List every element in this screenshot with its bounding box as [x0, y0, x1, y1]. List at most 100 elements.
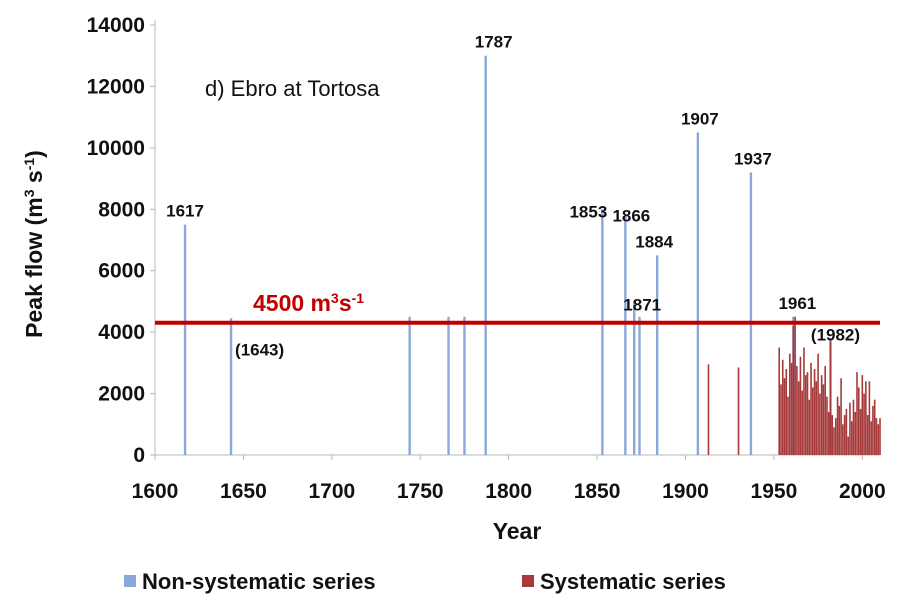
systematic-bar: [879, 418, 881, 455]
systematic-bar: [863, 393, 865, 455]
systematic-bar: [803, 347, 805, 455]
systematic-bar: [826, 396, 828, 455]
year-annotation: 1907: [681, 110, 719, 129]
non-systematic-bar: [749, 172, 753, 455]
systematic-bar: [847, 436, 849, 455]
x-axis-title: Year: [493, 518, 542, 544]
x-tick-label: 1900: [662, 480, 709, 503]
systematic-bar: [829, 341, 832, 455]
non-systematic-bar: [624, 215, 627, 455]
x-tick-label: 1750: [397, 480, 444, 503]
systematic-bar: [819, 393, 821, 455]
systematic-bar: [783, 378, 786, 455]
systematic-bar: [872, 405, 874, 455]
systematic-bar: [856, 372, 858, 455]
x-tick-label: 2000: [839, 480, 886, 503]
systematic-bar: [870, 421, 872, 455]
systematic-bar: [866, 415, 869, 455]
legend-swatch-systematic: [522, 575, 534, 587]
y-tick-label: 0: [133, 444, 145, 467]
systematic-bar: [822, 384, 825, 455]
systematic-bar: [790, 362, 793, 455]
year-annotation: 1853: [569, 202, 607, 221]
systematic-bar: [859, 408, 862, 455]
systematic-bar: [804, 375, 807, 455]
systematic-bar: [820, 375, 823, 455]
non-systematic-bar: [484, 55, 487, 455]
y-tick-label: 10000: [87, 137, 145, 160]
systematic-bar: [868, 381, 871, 455]
systematic-bar: [813, 369, 816, 455]
systematic-bar: [877, 424, 880, 455]
systematic-bar: [845, 408, 848, 455]
systematic-bar: [808, 399, 811, 455]
systematic-bar: [843, 415, 846, 455]
non-systematic-bars: [183, 55, 832, 455]
systematic-bar: [873, 399, 876, 455]
y-axis: 0 2000 4000 6000 8000 10000 12000 14000: [87, 14, 156, 467]
systematic-bar: [796, 365, 798, 455]
y-tick-label: 4000: [98, 321, 145, 344]
x-axis: 1600 1650 1700 1750 1800 1850 1900 1950 2000: [132, 454, 886, 503]
y-tick-label: 2000: [98, 383, 145, 406]
systematic-bar: [797, 381, 800, 455]
systematic-bar: [857, 387, 860, 455]
panel-title: d) Ebro at Tortosa: [205, 76, 380, 101]
y-tick-label: 8000: [98, 198, 145, 221]
systematic-bar: [852, 399, 855, 455]
systematic-bar: [842, 424, 844, 455]
systematic-bar: [831, 415, 834, 455]
systematic-bar: [834, 418, 837, 455]
legend-swatch-non-systematic: [124, 575, 136, 587]
non-systematic-bar: [408, 316, 411, 455]
systematic-bar: [815, 381, 818, 455]
systematic-bar: [806, 372, 809, 455]
x-tick-label: 1800: [485, 480, 532, 503]
systematic-bar: [840, 378, 842, 455]
year-annotation: (1643): [235, 340, 284, 359]
non-systematic-bar: [447, 316, 450, 455]
x-tick-label: 1650: [220, 480, 267, 503]
non-systematic-bar: [633, 301, 636, 455]
year-annotation: 1961: [778, 294, 816, 313]
year-annotation: 1617: [166, 202, 204, 221]
year-annotation: 1866: [612, 206, 650, 225]
year-annotation: 1787: [475, 33, 513, 52]
x-tick-label: 1600: [132, 480, 179, 503]
systematic-bar: [854, 412, 857, 455]
systematic-bar: [850, 421, 853, 455]
systematic-bar: [849, 402, 851, 455]
systematic-bar: [737, 367, 740, 455]
y-axis-title: Peak flow (m3 s-1): [21, 150, 47, 338]
x-tick-label: 1950: [751, 480, 798, 503]
systematic-bars: [707, 316, 881, 455]
x-tick-label: 1700: [308, 480, 355, 503]
systematic-bar: [799, 356, 802, 455]
systematic-bar: [794, 316, 796, 455]
non-systematic-bar: [229, 318, 233, 455]
x-tick-label: 1850: [574, 480, 621, 503]
year-annotation: 1884: [635, 232, 673, 251]
threshold-group: 4500 m3s-1: [155, 290, 880, 325]
systematic-bar: [810, 362, 812, 455]
non-systematic-bar: [655, 255, 659, 455]
y-axis-title-sup: 3: [21, 189, 37, 197]
y-tick-label: 14000: [87, 14, 145, 37]
systematic-bar: [785, 369, 788, 455]
year-annotation: 1937: [734, 149, 772, 168]
year-annotation: (1982): [811, 325, 860, 344]
systematic-bar: [789, 353, 791, 455]
threshold-label: 4500 m3s-1: [253, 290, 364, 316]
systematic-bar: [861, 375, 864, 455]
systematic-bar: [833, 427, 835, 455]
non-systematic-bar: [463, 316, 466, 455]
non-systematic-bar: [183, 224, 187, 455]
systematic-bar: [865, 381, 867, 455]
year-annotations: 1617 (1643) 1787 1853 1866 1871 1884 1907 1937 19…: [166, 33, 860, 360]
systematic-bar: [787, 396, 789, 455]
systematic-bar: [792, 326, 795, 455]
legend-label-systematic: Systematic series: [540, 569, 726, 594]
systematic-bar: [780, 384, 782, 455]
systematic-bar: [778, 347, 781, 455]
non-systematic-bar: [638, 316, 641, 455]
